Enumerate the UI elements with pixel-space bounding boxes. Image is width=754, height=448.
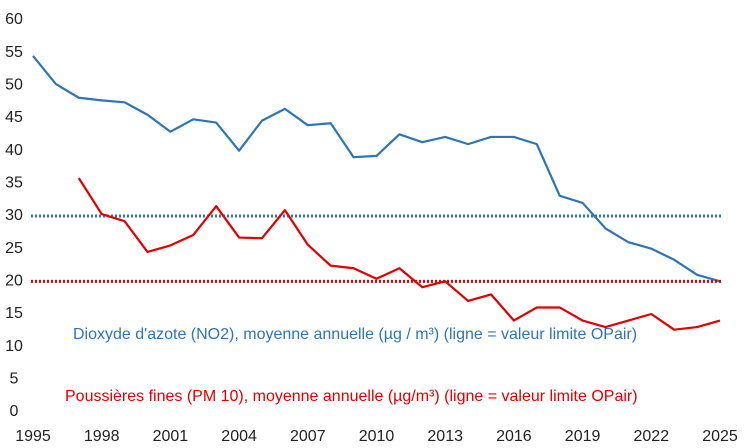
y-tick-label: 30 (5, 207, 23, 224)
y-tick-label: 5 (10, 371, 19, 388)
y-tick-label: 20 (5, 273, 23, 290)
y-tick-label: 15 (5, 305, 23, 322)
x-tick-label: 2025 (702, 428, 738, 445)
x-tick-label: 2001 (153, 428, 189, 445)
x-tick-label: 1998 (84, 428, 120, 445)
y-tick-label: 60 (5, 11, 23, 28)
x-tick-label: 2010 (359, 428, 395, 445)
y-tick-label: 55 (5, 44, 23, 61)
y-tick-label: 25 (5, 240, 23, 257)
x-tick-label: 2004 (221, 428, 257, 445)
x-tick-label: 2016 (496, 428, 532, 445)
y-tick-label: 40 (5, 142, 23, 159)
legend-entry: Dioxyde d'azote (NO2), moyenne annuelle … (73, 326, 637, 343)
series-line (32, 55, 721, 283)
series-line (77, 177, 721, 331)
x-tick-label: 2019 (565, 428, 601, 445)
y-tick-label: 10 (5, 338, 23, 355)
x-tick-label: 2022 (634, 428, 670, 445)
y-tick-label: 45 (5, 109, 23, 126)
legend-entry: Poussières fines (PM 10), moyenne annuel… (65, 388, 638, 405)
x-tick-label: 2013 (427, 428, 463, 445)
y-tick-label: 0 (10, 403, 19, 420)
x-tick-label: 2007 (290, 428, 326, 445)
x-tick-label: 1995 (15, 428, 51, 445)
y-tick-label: 35 (5, 175, 23, 192)
y-tick-label: 50 (5, 77, 23, 94)
